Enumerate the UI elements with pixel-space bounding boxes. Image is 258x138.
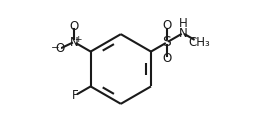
Text: F: F: [72, 89, 79, 102]
Text: S: S: [163, 35, 171, 49]
Text: O: O: [55, 42, 64, 55]
Text: N: N: [179, 27, 187, 40]
Text: H: H: [179, 17, 188, 30]
Text: −: −: [51, 43, 59, 53]
Text: O: O: [162, 19, 172, 32]
Text: +: +: [74, 34, 82, 43]
Text: O: O: [69, 20, 79, 33]
Text: O: O: [162, 52, 172, 65]
Text: N: N: [70, 35, 78, 49]
Text: CH₃: CH₃: [188, 36, 210, 49]
